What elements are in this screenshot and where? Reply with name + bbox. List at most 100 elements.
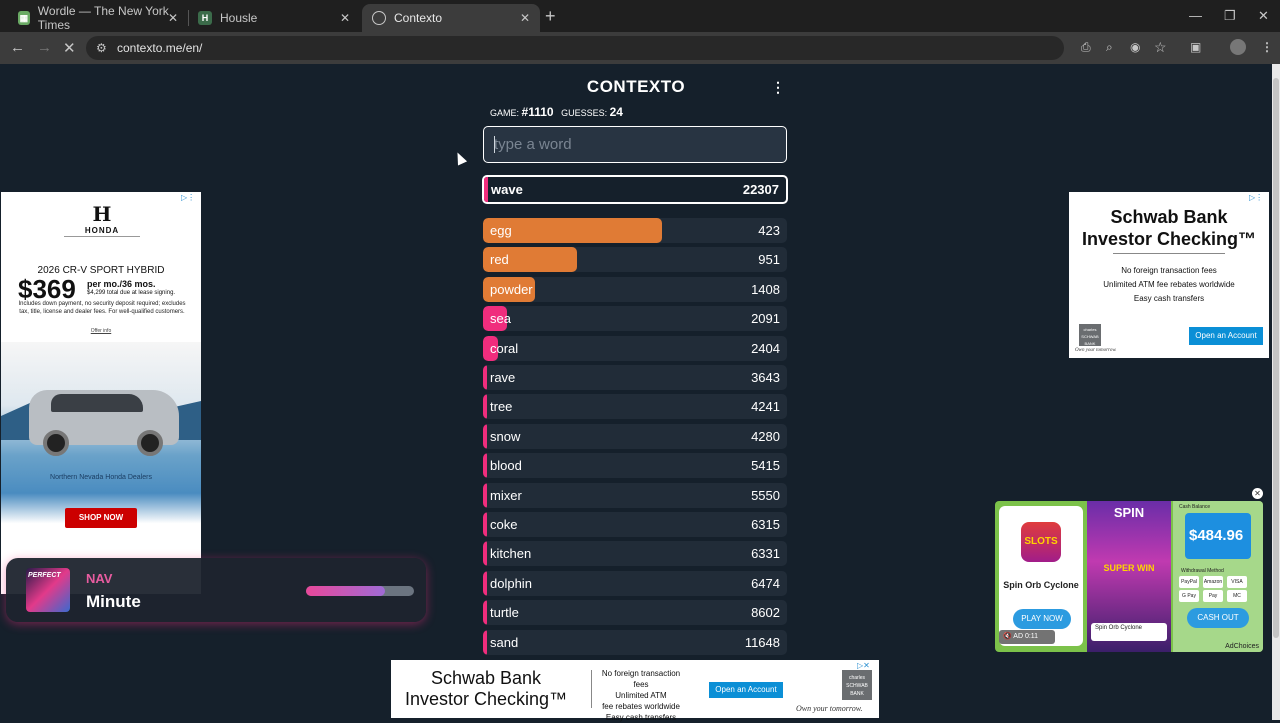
feature-line: fee rebates worldwide [602,702,680,711]
guess-proximity-bar [483,453,487,478]
guess-word: coke [490,517,518,532]
tab-divider [188,10,189,26]
guess-proximity-bar [483,512,487,537]
adchoices-icon[interactable]: ▷✕ [857,661,870,670]
guess-word: blood [490,458,522,473]
video-progress-bar[interactable] [306,586,414,596]
game-title: CONTEXTO [586,77,686,96]
tracking-off-icon[interactable]: ◉ [1130,40,1141,54]
guess-word: egg [490,223,512,238]
window-close-icon[interactable]: ✕ [1258,8,1269,23]
guess-rank: 951 [758,252,780,267]
video-channel: NAV [86,571,113,586]
new-tab-button[interactable]: + [545,6,556,26]
honda-offer-link[interactable]: Offer info [90,328,112,334]
tab-strip: ▦ Wordle — The New York Times ✕ H Housle… [0,0,1280,32]
schwab-title-line: Investor Checking™ [404,689,568,709]
guess-word: coral [490,341,519,356]
guesses-label: GUESSES: [561,108,608,118]
video-thumbnail[interactable]: PERFECT [26,568,70,612]
profile-avatar[interactable] [1230,39,1246,55]
tab-housle[interactable]: H Housle ✕ [188,4,360,32]
guess-rank: 2404 [751,341,780,356]
schwab-bottom-ad[interactable]: Schwab Bank Investor Checking™ No foreig… [391,660,879,722]
guess-word: rave [490,370,516,385]
tab-search-icon[interactable]: ▣ [1190,40,1202,54]
close-icon[interactable]: ✕ [519,11,530,25]
tab-title: Contexto [394,11,443,25]
back-icon[interactable]: ← [10,39,25,56]
honda-dealers: Northern Nevada Honda Dealers [50,474,152,481]
schwab-logo: charles SCHWAB BANK [842,670,872,700]
slots-video-ad[interactable]: SLOTS Spin Orb Cyclone PLAY NOW SPIN SUP… [995,501,1263,652]
open-account-button[interactable]: Open an Account [1189,327,1263,345]
word-input[interactable] [483,126,787,163]
page-scrollbar[interactable] [1272,64,1280,720]
ad-time: 0:11 [1024,633,1039,640]
divider [64,236,140,237]
browser-toolbar: ← → ✕ ⚙ contexto.me/en/ ⎙ ⌕ ◉ ☆ ▣ ⋮ [0,32,1280,64]
schwab-right-ad[interactable]: Schwab Bank Investor Checking™ No foreig… [1069,192,1269,358]
stop-loading-icon[interactable]: ✕ [63,40,76,57]
open-account-button[interactable]: Open an Account [709,682,783,698]
video-progress-fill [306,586,385,596]
feature-line: Easy cash transfers [1133,294,1205,303]
address-bar[interactable]: ⚙ contexto.me/en/ ⎙ ⌕ ◉ ☆ [86,36,1167,60]
honda-per: per mo./36 mos. [87,279,156,289]
zoom-icon[interactable]: ⌕ [1106,40,1113,54]
video-title: Minute [86,592,141,611]
play-now-button[interactable]: PLAY NOW [1013,609,1071,629]
close-icon[interactable]: ✕ [167,11,178,25]
guess-row: sand 11648 [483,630,787,655]
floating-video-player[interactable]: PERFECT NAV Minute [6,558,426,622]
tab-contexto[interactable]: Contexto ✕ [362,4,540,32]
shop-now-button[interactable]: SHOP NOW [65,508,137,528]
divider [591,670,592,708]
honda-price: $369 [18,274,76,304]
honda-model: 2026 CR-V SPORT HYBRID [37,265,165,276]
game-menu-icon[interactable]: ⋮ [771,79,785,95]
close-ad-icon[interactable]: ✕ [1252,488,1263,499]
guess-proximity-bar [483,365,487,390]
guess-row: kitchen 6331 [483,541,787,566]
honda-total: $4,299 total due at lease signing. [87,290,176,296]
guess-proximity-bar [483,571,487,596]
applepay-icon: Pay [1203,590,1223,602]
guess-row: red 951 [483,247,787,272]
guess-row: snow 4280 [483,424,787,449]
guess-rank: 11648 [744,635,780,650]
adchoices-link[interactable]: AdChoices [1225,643,1259,650]
adchoices-icon[interactable]: ▷⋮ [1249,193,1264,202]
guess-word: powder [490,282,533,297]
forward-icon[interactable]: → [37,39,52,56]
guess-word: sea [490,311,511,326]
adchoices-icon[interactable]: ▷⋮ [181,193,196,202]
contexto-icon [372,11,386,25]
site-info-icon[interactable]: ⚙ [96,41,107,55]
cash-out-button[interactable]: CASH OUT [1187,608,1249,628]
video-ad-controls[interactable]: 🔇 AD 0:11 [999,630,1055,644]
menu-kebab-icon[interactable]: ⋮ [1261,40,1273,54]
gpay-icon: G Pay [1179,590,1199,602]
slots-app-icon: SLOTS [1021,522,1061,562]
mute-icon[interactable]: 🔇 [1003,633,1012,640]
slots-app-card: SLOTS Spin Orb Cyclone PLAY NOW [999,506,1083,646]
guess-rank: 5415 [751,458,780,473]
restore-icon[interactable]: ❐ [1224,8,1236,23]
cash-balance-panel: Cash Balance $484.96 Withdrawal Method P… [1173,501,1263,652]
bookmark-star-icon[interactable]: ☆ [1154,39,1167,55]
guess-rank: 4241 [751,399,780,414]
slots-gameplay-image: SPIN SUPER WIN Spin Orb Cyclone [1087,501,1171,652]
minimize-icon[interactable]: — [1189,8,1202,23]
guess-rank: 5550 [751,488,780,503]
guess-proximity-bar [483,336,498,361]
car-wheel [137,430,163,456]
tab-wordle[interactable]: ▦ Wordle — The New York Times ✕ [8,4,188,32]
install-app-icon[interactable]: ⎙ [1081,40,1091,54]
scrollbar-thumb[interactable] [1273,78,1279,638]
guess-proximity-bar [483,394,487,419]
schwab-title-line: Schwab Bank [430,668,542,688]
close-icon[interactable]: ✕ [339,11,350,25]
feature-line: Easy cash transfers [605,713,677,722]
honda-ad[interactable]: H HONDA 2026 CR-V SPORT HYBRID $369 per … [1,192,201,594]
